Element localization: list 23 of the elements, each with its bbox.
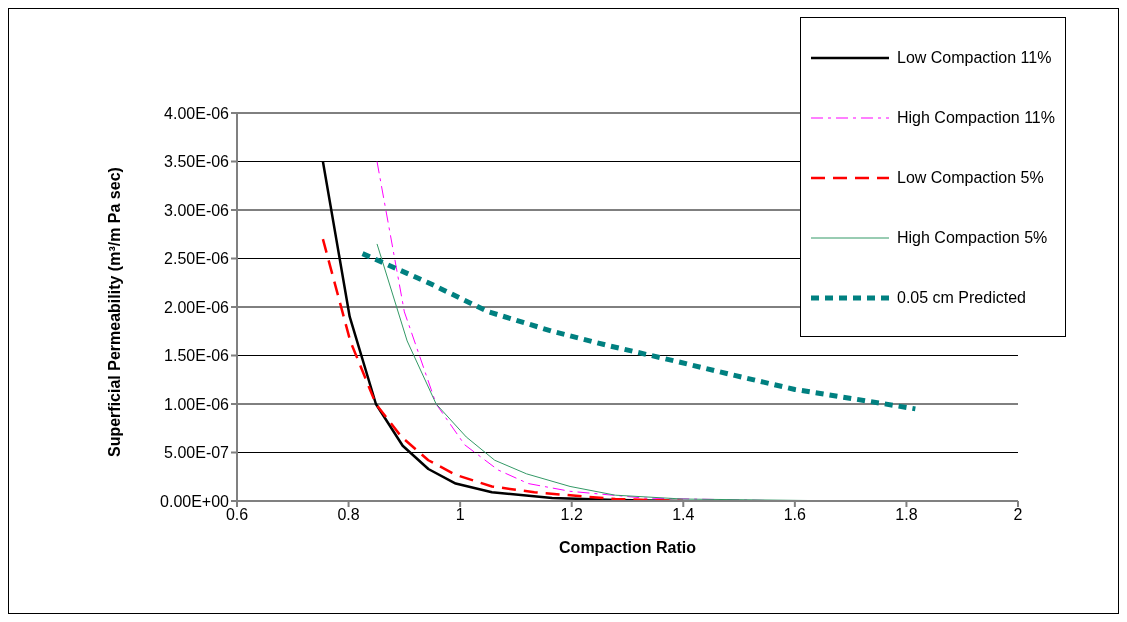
legend-label: Low Compaction 11% bbox=[896, 49, 1052, 67]
x-tick-label: 1.6 bbox=[783, 506, 807, 524]
x-tick-label: 1.8 bbox=[895, 506, 918, 524]
legend-label: Low Compaction 5% bbox=[896, 169, 1044, 187]
x-tick-label: 1 bbox=[455, 506, 465, 524]
y-tick-label: 4.00E-06 bbox=[164, 104, 230, 122]
x-axis-title: Compaction Ratio bbox=[559, 539, 697, 556]
x-tick-label: 0.6 bbox=[225, 506, 249, 524]
x-tick-label: 0.8 bbox=[337, 506, 360, 524]
legend-label: High Compaction 5% bbox=[896, 229, 1048, 247]
y-tick-label: 2.50E-06 bbox=[164, 250, 230, 268]
y-axis-title: Superficial Permeability (m³/m Pa sec) bbox=[105, 167, 123, 457]
y-tick-label: 2.00E-06 bbox=[164, 298, 230, 316]
x-tick-label: 1.4 bbox=[672, 506, 695, 524]
legend-label: High Compaction 11% bbox=[896, 109, 1055, 127]
y-tick-label: 1.00E-06 bbox=[164, 395, 230, 413]
y-tick-label: 5.00E-07 bbox=[164, 444, 230, 462]
y-tick-label: 1.50E-06 bbox=[164, 347, 230, 365]
y-tick-label: 3.00E-06 bbox=[164, 201, 230, 219]
x-tick-label: 1.2 bbox=[560, 506, 583, 524]
x-tick-label: 2 bbox=[1013, 506, 1023, 524]
legend-label: 0.05 cm Predicted bbox=[896, 289, 1026, 307]
y-tick-label: 3.50E-06 bbox=[164, 153, 230, 171]
